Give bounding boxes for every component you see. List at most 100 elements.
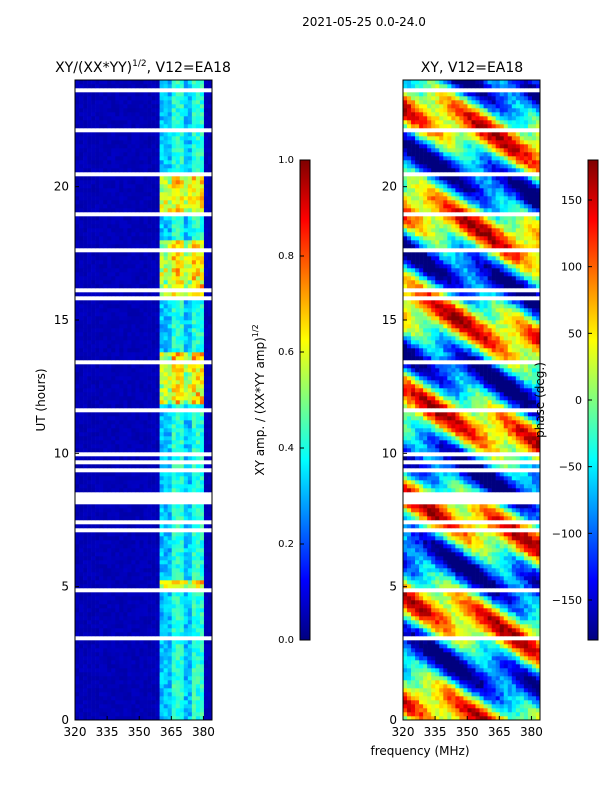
heatmap-cell: [87, 344, 92, 349]
heatmap-cell: [131, 200, 136, 205]
heatmap-cell: [195, 276, 201, 281]
heatmap-cell: [115, 484, 120, 489]
heatmap-cell: [191, 644, 197, 649]
heatmap-cell: [87, 684, 92, 689]
heatmap-cell: [95, 576, 100, 581]
heatmap-cell: [187, 140, 193, 145]
heatmap-cell: [87, 560, 92, 565]
heatmap-cell: [171, 420, 177, 425]
heatmap-cell: [179, 112, 185, 117]
heatmap-cell: [159, 640, 164, 645]
heatmap-cell: [115, 392, 120, 397]
heatmap-cell: [207, 196, 213, 201]
heatmap-cell: [147, 412, 152, 417]
heatmap-cell: [79, 124, 84, 129]
heatmap-cell: [79, 356, 84, 361]
heatmap-cell: [415, 716, 420, 721]
heatmap-cell: [187, 100, 193, 105]
heatmap-cell: [87, 436, 92, 441]
heatmap-cell: [87, 396, 92, 401]
heatmap-cell: [167, 268, 173, 273]
heatmap-cell: [107, 616, 112, 621]
heatmap-cell: [131, 332, 136, 337]
heatmap-cell: [159, 676, 164, 681]
heatmap-cell: [167, 252, 173, 257]
heatmap-cell: [191, 168, 197, 173]
heatmap-cell: [195, 664, 201, 669]
heatmap-cell: [87, 108, 92, 113]
heatmap-cell: [183, 260, 189, 265]
heatmap-cell: [207, 280, 213, 285]
heatmap-cell: [91, 376, 96, 381]
heatmap-cell: [523, 716, 529, 721]
heatmap-cell: [167, 612, 173, 617]
heatmap-cell: [135, 192, 140, 197]
heatmap-cell: [207, 624, 213, 629]
heatmap-cell: [159, 160, 164, 165]
heatmap-cell: [191, 368, 197, 373]
heatmap-cell: [203, 580, 209, 585]
heatmap-cell: [195, 148, 201, 153]
heatmap-cell: [155, 664, 160, 669]
heatmap-cell: [123, 708, 128, 713]
heatmap-cell: [171, 508, 177, 513]
heatmap-cell: [187, 592, 193, 597]
heatmap-cell: [107, 256, 112, 261]
heatmap-cell: [163, 696, 168, 701]
heatmap-cell: [91, 484, 96, 489]
heatmap-cell: [91, 100, 96, 105]
heatmap-cell: [87, 652, 92, 657]
heatmap-cell: [151, 220, 156, 225]
heatmap-cell: [87, 292, 92, 297]
heatmap-cell: [207, 584, 213, 589]
heatmap-cell: [87, 432, 92, 437]
heatmap-cell: [191, 516, 197, 521]
heatmap-cell: [95, 200, 100, 205]
heatmap-cell: [135, 156, 140, 161]
heatmap-cell: [119, 616, 124, 621]
heatmap-cell: [135, 292, 140, 297]
heatmap-cell: [183, 160, 189, 165]
heatmap-cell: [151, 176, 156, 181]
heatmap-cell: [203, 648, 209, 653]
heatmap-cell: [131, 316, 136, 321]
heatmap-cell: [167, 156, 173, 161]
heatmap-cell: [147, 476, 152, 481]
heatmap-cell: [207, 648, 213, 653]
heatmap-cell: [187, 648, 193, 653]
heatmap-cell: [175, 584, 181, 589]
heatmap-cell: [91, 148, 96, 153]
heatmap-cell: [171, 708, 177, 713]
heatmap-cell: [191, 120, 197, 125]
heatmap-cell: [207, 188, 213, 193]
heatmap-cell: [103, 396, 108, 401]
heatmap-cell: [91, 632, 96, 637]
heatmap-cell: [151, 120, 156, 125]
heatmap-cell: [103, 552, 108, 557]
heatmap-cell: [83, 116, 88, 121]
heatmap-cell: [151, 604, 156, 609]
heatmap-cell: [131, 572, 136, 577]
heatmap-cell: [155, 204, 160, 209]
heatmap-cell: [159, 92, 164, 97]
heatmap-cell: [171, 304, 177, 309]
heatmap-cell: [131, 148, 136, 153]
heatmap-cell: [99, 280, 104, 285]
heatmap-cell: [143, 232, 148, 237]
heatmap-cell: [79, 372, 84, 377]
heatmap-cell: [139, 168, 144, 173]
heatmap-cell: [99, 604, 104, 609]
heatmap-cell: [151, 388, 156, 393]
heatmap-cell: [179, 564, 185, 569]
heatmap-cell: [179, 396, 185, 401]
heatmap-cell: [103, 356, 108, 361]
heatmap-cell: [119, 84, 124, 89]
heatmap-cell: [83, 232, 88, 237]
heatmap-cell: [87, 524, 92, 529]
heatmap-cell: [151, 680, 156, 685]
heatmap-cell: [163, 164, 168, 169]
heatmap-cell: [139, 480, 144, 485]
heatmap-cell: [187, 368, 193, 373]
heatmap-cell: [195, 324, 201, 329]
heatmap-cell: [139, 640, 144, 645]
